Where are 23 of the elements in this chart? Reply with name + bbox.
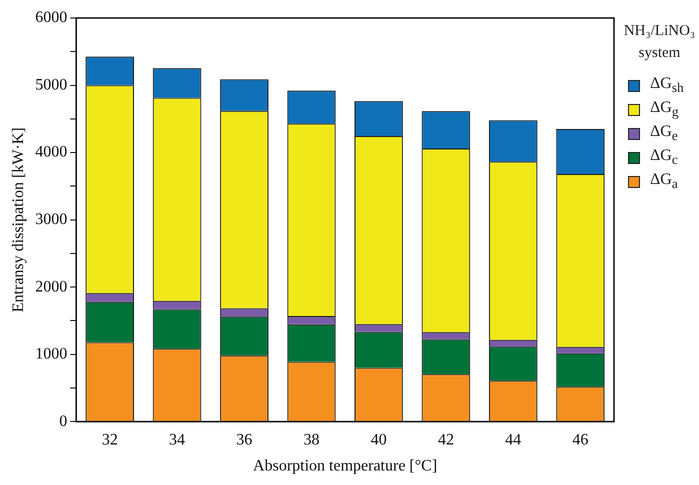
legend-label: ΔG$_{e}$ [650, 123, 678, 145]
x-tick-label: 36 [236, 431, 252, 448]
x-tick-label: 44 [505, 431, 522, 448]
x-tick-label: 40 [370, 431, 387, 448]
legend-label: ΔG$_{sh}$ [650, 75, 684, 97]
x-tick-label: 38 [303, 431, 320, 448]
x-tick-label: 42 [438, 431, 454, 448]
x-tick-label: 46 [572, 431, 588, 448]
y-tick-label: 0 [59, 412, 68, 430]
legend-label: ΔG$_{a}$ [650, 171, 678, 193]
legend-label: ΔG$_{g}$ [650, 99, 679, 121]
y-tick-label: 1000 [35, 346, 68, 363]
x-axis-title: Absorption temperature [°C] [253, 458, 438, 475]
y-axis-title: Entransy dissipation [kW·K] [10, 127, 27, 312]
x-tick-label: 32 [102, 431, 118, 448]
y-tick-label: 2000 [35, 278, 68, 296]
y-tick-label: 4000 [35, 144, 68, 161]
y-tick-label: 3000 [35, 211, 68, 228]
legend-title: NH₃/LiNO₃ system [622, 22, 696, 63]
legend-label: ΔG$_{c}$ [650, 147, 678, 169]
y-tick-label: 5000 [35, 76, 68, 94]
x-tick-label: 34 [169, 431, 186, 448]
y-tick-label: 6000 [35, 9, 68, 26]
